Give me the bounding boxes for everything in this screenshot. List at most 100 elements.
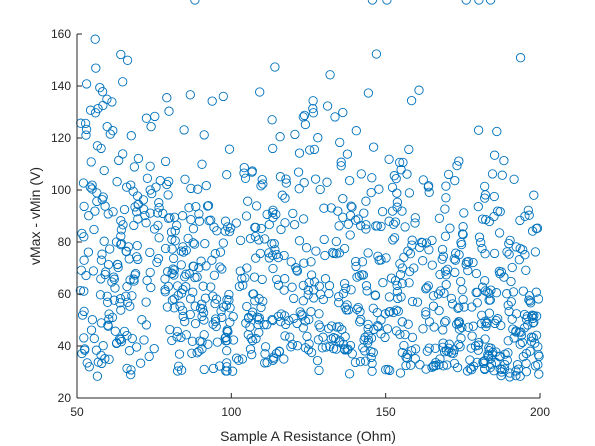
data-point bbox=[87, 180, 97, 190]
data-point bbox=[199, 330, 209, 340]
data-point bbox=[253, 315, 264, 325]
data-point bbox=[151, 182, 161, 192]
data-point bbox=[130, 270, 140, 280]
data-point bbox=[304, 277, 314, 288]
data-point bbox=[122, 281, 132, 292]
data-point bbox=[496, 267, 507, 277]
data-point bbox=[531, 287, 541, 297]
data-point bbox=[422, 283, 432, 293]
data-point bbox=[204, 216, 214, 226]
data-point bbox=[234, 355, 244, 365]
data-point bbox=[176, 246, 186, 256]
data-point bbox=[253, 320, 263, 330]
data-point bbox=[410, 213, 420, 223]
data-point bbox=[181, 269, 191, 279]
data-point bbox=[398, 157, 408, 168]
data-point bbox=[497, 170, 507, 180]
data-point bbox=[165, 324, 175, 335]
data-point bbox=[392, 188, 402, 198]
data-point bbox=[279, 354, 289, 364]
data-point bbox=[297, 309, 307, 319]
data-point bbox=[295, 307, 305, 317]
data-point bbox=[135, 358, 146, 368]
data-point bbox=[389, 171, 399, 181]
data-point bbox=[298, 214, 309, 224]
data-point bbox=[391, 326, 402, 336]
data-point bbox=[238, 280, 248, 290]
data-point bbox=[92, 196, 102, 207]
data-point bbox=[384, 292, 395, 302]
data-point bbox=[361, 220, 371, 230]
data-point bbox=[481, 214, 491, 225]
data-point bbox=[197, 159, 207, 169]
data-point bbox=[126, 365, 136, 375]
data-point bbox=[187, 348, 197, 358]
data-point bbox=[142, 275, 152, 286]
data-point bbox=[444, 343, 454, 353]
data-point bbox=[268, 205, 278, 215]
data-point bbox=[215, 262, 225, 272]
data-point bbox=[97, 249, 107, 259]
data-point bbox=[463, 256, 474, 267]
data-point bbox=[224, 295, 234, 305]
data-point bbox=[338, 193, 348, 204]
data-point bbox=[121, 291, 131, 301]
data-point bbox=[401, 360, 411, 371]
data-point bbox=[456, 239, 467, 250]
data-point bbox=[328, 343, 339, 354]
data-point bbox=[119, 326, 130, 337]
data-point bbox=[412, 297, 423, 307]
data-point bbox=[270, 62, 280, 72]
data-point bbox=[95, 82, 105, 93]
data-point bbox=[459, 302, 469, 312]
data-point bbox=[239, 162, 249, 173]
data-point bbox=[392, 197, 403, 207]
data-point bbox=[153, 220, 163, 231]
data-point bbox=[146, 121, 156, 132]
data-point bbox=[267, 239, 277, 249]
data-point bbox=[368, 142, 379, 152]
data-point bbox=[358, 343, 368, 353]
data-point bbox=[224, 226, 235, 237]
data-point bbox=[81, 124, 92, 135]
data-point bbox=[381, 365, 391, 375]
data-point bbox=[438, 338, 448, 348]
data-point bbox=[139, 335, 149, 345]
data-point bbox=[287, 339, 298, 350]
data-point bbox=[439, 317, 450, 327]
data-point bbox=[363, 324, 373, 334]
data-point bbox=[346, 285, 356, 295]
data-point bbox=[77, 310, 88, 320]
y-tick-label: 60 bbox=[58, 287, 72, 301]
data-point bbox=[303, 285, 313, 295]
data-point bbox=[113, 262, 123, 273]
data-point bbox=[486, 285, 496, 295]
data-point bbox=[141, 297, 151, 307]
y-tick-label: 100 bbox=[51, 183, 71, 197]
data-point bbox=[454, 324, 465, 334]
data-point bbox=[169, 212, 180, 222]
data-point bbox=[127, 291, 137, 301]
data-point bbox=[268, 352, 279, 362]
data-point bbox=[527, 226, 538, 236]
data-point bbox=[201, 261, 211, 271]
data-point bbox=[172, 332, 182, 342]
data-point bbox=[208, 363, 219, 374]
data-point bbox=[197, 311, 207, 322]
data-point bbox=[400, 222, 410, 232]
data-point bbox=[222, 346, 232, 356]
data-point bbox=[363, 335, 374, 345]
data-point bbox=[268, 212, 278, 223]
data-point bbox=[336, 157, 346, 167]
data-point bbox=[515, 339, 525, 349]
data-point bbox=[133, 214, 143, 224]
data-point bbox=[467, 331, 477, 341]
data-point bbox=[334, 322, 344, 332]
data-point bbox=[104, 314, 114, 324]
data-point bbox=[311, 246, 321, 256]
data-point bbox=[280, 218, 290, 228]
data-point bbox=[356, 314, 366, 325]
data-point bbox=[519, 323, 530, 333]
data-point bbox=[75, 285, 86, 296]
data-point bbox=[162, 93, 172, 103]
